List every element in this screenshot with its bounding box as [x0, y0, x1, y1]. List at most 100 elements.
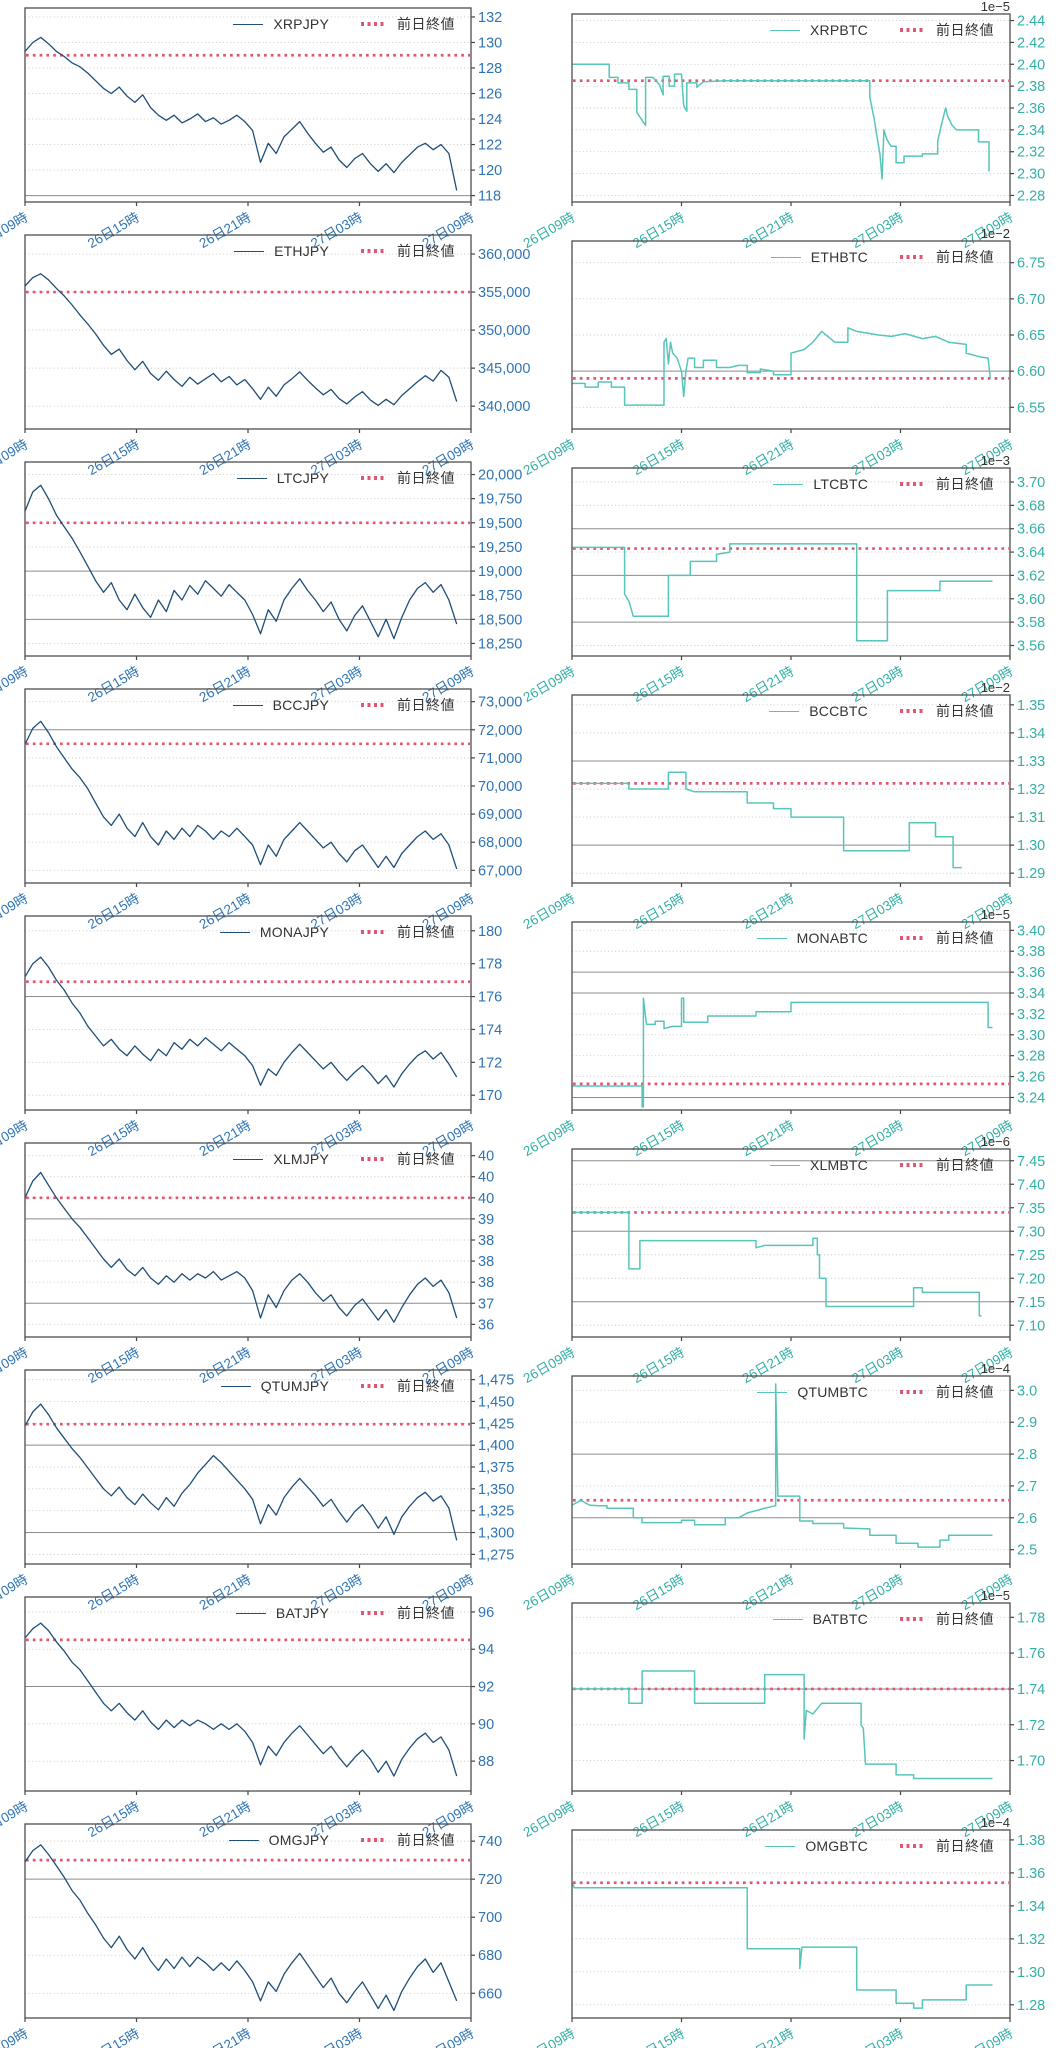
axis-offset-label: 1e−5 [981, 1588, 1010, 1603]
plot-frame [24, 1823, 472, 2019]
prev-close-label: 前日終値 [936, 1838, 994, 1854]
y-tick-label: 71,000 [478, 751, 522, 767]
prev-close-label: 前日終値 [397, 243, 455, 259]
y-tick-label: 6.55 [1017, 400, 1045, 416]
plot-frame [24, 461, 472, 657]
y-tick-label: 1,275 [478, 1547, 514, 1563]
series-name-label: XRPJPY [273, 16, 329, 32]
series-line-sample-icon [234, 250, 265, 252]
chart-cell-qtumbtc: 3.0 2.9 2.8 2.7 2.6 2.5 26日09時 26日15時 26日21時 27日0… [521, 1361, 1064, 1613]
prev-close-label: 前日終値 [397, 1151, 455, 1167]
axis-offset-label: 1e−3 [981, 453, 1010, 468]
prev-close-dotted-sample-icon [361, 249, 387, 253]
prev-close-label: 前日終値 [936, 22, 994, 38]
price-series-line [24, 720, 458, 870]
price-series-line [24, 1844, 458, 2012]
prev-close-dotted-sample-icon [900, 936, 926, 940]
y-tick-label: 660 [478, 1986, 502, 2002]
y-tick-label: 3.26 [1017, 1070, 1045, 1086]
y-tick-label: 7.15 [1017, 1295, 1045, 1311]
y-tick-label: 1.29 [1017, 866, 1045, 882]
prev-close-dotted-sample-icon [900, 1163, 926, 1167]
x-tick-label: 26日21時 [197, 2025, 254, 2048]
axis-offset-label: 1e−4 [981, 1361, 1010, 1376]
y-tick-label: 7.35 [1017, 1201, 1045, 1217]
y-tick-label: 38 [478, 1254, 494, 1270]
y-tick-label: 2.34 [1017, 123, 1045, 139]
y-tick-label: 720 [478, 1872, 502, 1888]
y-tick-label: 345,000 [478, 361, 530, 377]
y-tick-label: 38 [478, 1275, 494, 1291]
y-tick-label: 73,000 [478, 695, 522, 711]
y-tick-label: 1.34 [1017, 1899, 1045, 1915]
y-tick-label: 38 [478, 1233, 494, 1249]
y-tick-label: 7.10 [1017, 1318, 1045, 1334]
y-tick-label: 1,450 [478, 1394, 514, 1410]
y-tick-label: 40 [478, 1170, 494, 1186]
plot-frame [571, 13, 1011, 203]
y-tick-label: 1.34 [1017, 726, 1045, 742]
chart-cell-bccjpy: 73,000 72,000 71,000 70,000 69,000 68,000 67,0… [0, 681, 532, 932]
prev-close-dotted-sample-icon [900, 1617, 926, 1621]
y-tick-label: 1,400 [478, 1438, 514, 1454]
prev-close-dotted-sample-icon [900, 1390, 926, 1394]
y-tick-label: 19,000 [478, 564, 522, 580]
y-tick-label: 40 [478, 1191, 494, 1207]
y-tick-label: 2.8 [1017, 1447, 1037, 1463]
y-tick-label: 1.76 [1017, 1646, 1045, 1662]
x-tick-label: 26日15時 [85, 2025, 142, 2048]
chart-legend: OMGBTC 前日終値 [572, 1836, 1010, 1856]
prev-close-label: 前日終値 [397, 470, 455, 486]
series-name-label: LTCJPY [276, 470, 329, 486]
y-tick-label: 1.33 [1017, 754, 1045, 770]
chart-legend: XLMJPY 前日終値 [25, 1149, 471, 1169]
chart-legend: BCCBTC 前日終値 [572, 701, 1010, 721]
series-line-sample-icon [770, 256, 801, 258]
y-tick-label: 340,000 [478, 399, 530, 415]
series-name-label: BATJPY [275, 1605, 329, 1621]
y-tick-label: 20,000 [478, 468, 522, 484]
prev-close-dotted-sample-icon [361, 476, 387, 480]
price-series-line [24, 1622, 458, 1777]
series-line-sample-icon [219, 931, 250, 933]
price-series-line [24, 1403, 458, 1541]
chart-cell-omgbtc: 1.38 1.36 1.34 1.32 1.30 1.28 26日09時 26日15時 26日2… [521, 1815, 1064, 2048]
prev-close-dotted-sample-icon [900, 28, 926, 32]
y-tick-label: 3.40 [1017, 923, 1045, 939]
y-tick-label: 68,000 [478, 835, 522, 851]
price-series-line [571, 1882, 993, 2009]
price-series-line [572, 997, 993, 1108]
y-tick-label: 170 [478, 1088, 502, 1104]
y-tick-label: 2.7 [1017, 1479, 1037, 1495]
series-name-label: QTUMBTC [797, 1384, 868, 1400]
prev-close-label: 前日終値 [397, 697, 455, 713]
chart-cell-ltcbtc: 3.70 3.68 3.66 3.64 3.62 3.60 3.58 3.56 26日09時 26… [521, 453, 1064, 705]
chart-cell-ethbtc: 6.75 6.70 6.65 6.60 6.55 26日09時 26日15時 26日21時 27… [521, 226, 1064, 478]
chart-cell-ltcjpy: 20,000 19,750 19,500 19,250 19,000 18,750 18,5… [0, 454, 532, 705]
plot-bccjpy: 73,000 72,000 71,000 70,000 69,000 68,000 67,0… [0, 688, 522, 932]
prev-close-dotted-sample-icon [900, 482, 926, 486]
series-line-sample-icon [233, 1158, 264, 1160]
plot-frame [24, 7, 472, 203]
y-tick-label: 1.70 [1017, 1754, 1045, 1770]
y-tick-label: 1,425 [478, 1416, 514, 1432]
x-tick-label: 26日09時 [0, 2025, 31, 2048]
axis-offset-label: 1e−2 [981, 226, 1010, 241]
prev-close-dotted-sample-icon [361, 930, 387, 934]
price-series-line [24, 36, 458, 191]
prev-close-dotted-sample-icon [361, 703, 387, 707]
y-tick-label: 3.38 [1017, 944, 1045, 960]
y-tick-label: 176 [478, 990, 502, 1006]
x-tick-label: 27日03時 [308, 2025, 365, 2048]
y-tick-label: 1.32 [1017, 1932, 1045, 1948]
series-name-label: MONAJPY [259, 924, 329, 940]
chart-cell-omgjpy: 740 720 700 680 660 26日09時 26日15時 26日21時 27日03時 2… [0, 1816, 532, 2048]
prev-close-label: 前日終値 [936, 930, 994, 946]
price-series-line [572, 543, 993, 642]
plot-frame [24, 1369, 472, 1565]
series-name-label: ETHBTC [810, 249, 868, 265]
chart-legend: MONABTC 前日終値 [572, 928, 1010, 948]
chart-legend: BCCJPY 前日終値 [25, 695, 471, 715]
